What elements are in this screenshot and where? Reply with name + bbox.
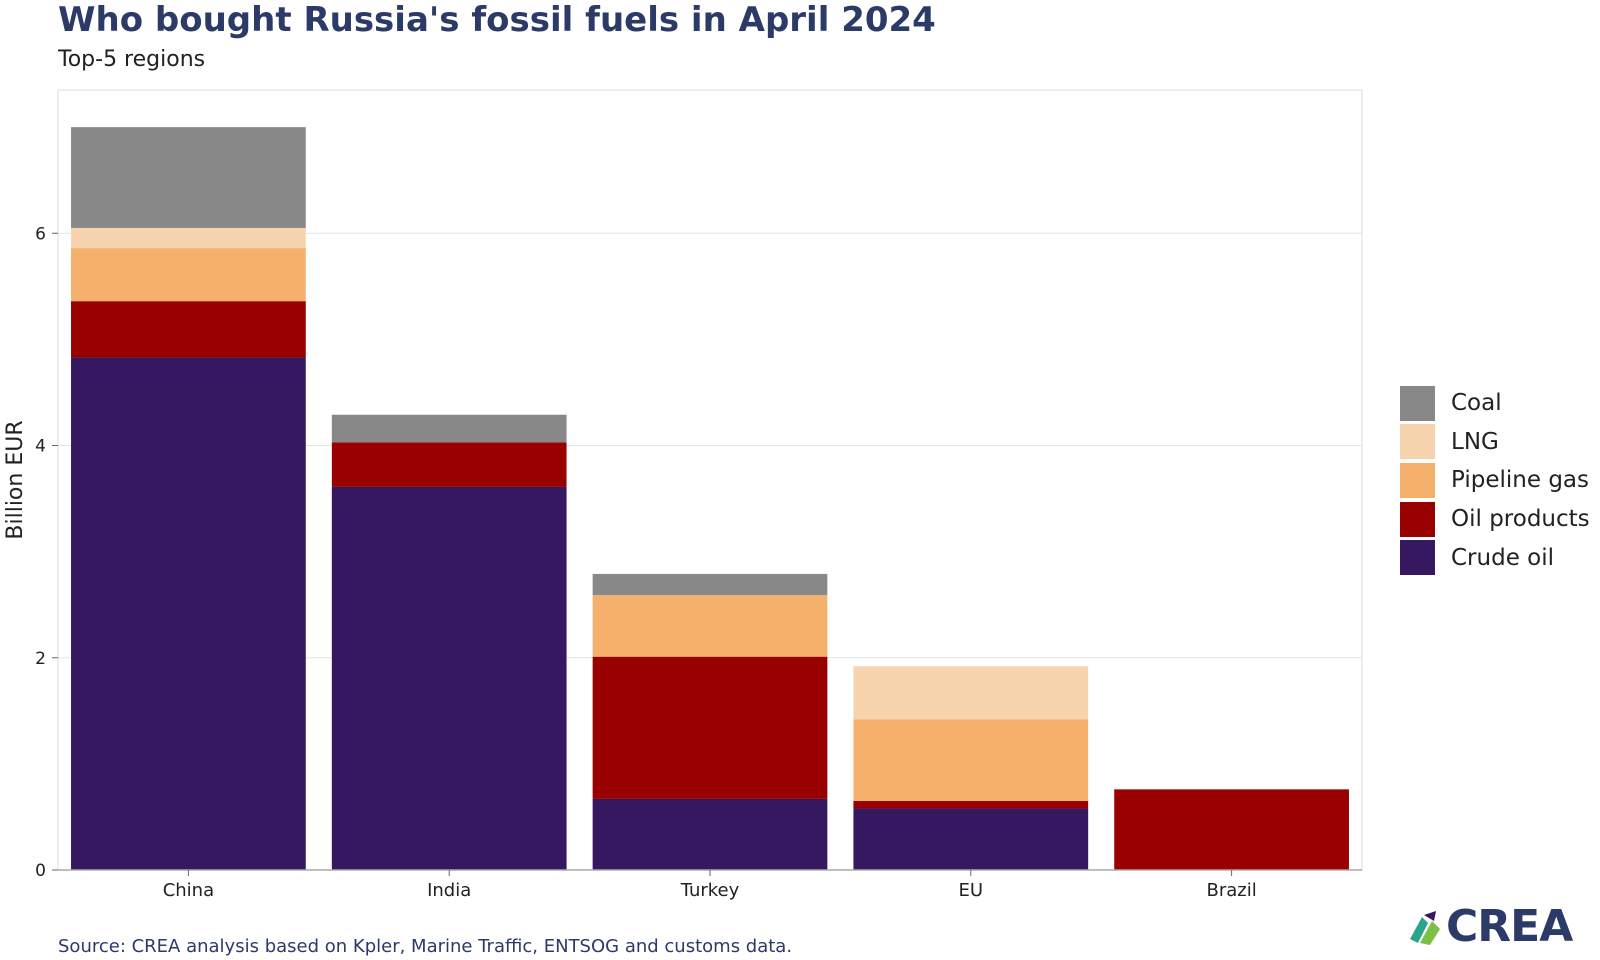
x-tick-label: China: [163, 880, 214, 901]
crea-logo: CREA: [1406, 901, 1573, 952]
chart-subtitle: Top-5 regions: [58, 47, 206, 72]
bar-segment-oil-products: [853, 801, 1089, 809]
bar-segment-crude-oil: [71, 357, 306, 870]
y-tick-label: 2: [35, 649, 46, 669]
legend-item: Coal: [1400, 384, 1590, 423]
legend-swatch: [1400, 462, 1435, 498]
bar-segment-crude-oil: [592, 798, 828, 870]
bar-segment-pipeline-gas: [853, 719, 1089, 802]
legend-item: Pipeline gas: [1400, 461, 1590, 500]
source-note: Source: CREA analysis based on Kpler, Ma…: [58, 936, 793, 957]
legend-item: Crude oil: [1400, 538, 1590, 577]
legend-label: Crude oil: [1451, 544, 1555, 571]
y-axis-label: Billion EUR: [3, 420, 28, 539]
x-tick-label: Brazil: [1206, 880, 1256, 901]
bar-segment-coal: [592, 573, 828, 596]
x-tick-label: EU: [959, 880, 984, 901]
legend-swatch: [1400, 501, 1435, 537]
legend-item: Oil products: [1400, 500, 1590, 539]
legend-label: Oil products: [1451, 506, 1590, 533]
x-tick-label: Turkey: [680, 880, 740, 901]
bar-segment-oil-products: [1114, 789, 1349, 870]
bar-segment-oil-products: [592, 656, 828, 799]
legend-swatch: [1400, 540, 1435, 576]
bar-segment-oil-products: [331, 442, 567, 487]
legend-label: LNG: [1451, 428, 1499, 455]
y-tick-label: 0: [35, 861, 46, 881]
bar-segment-coal: [331, 414, 567, 443]
x-tick-label: India: [427, 880, 471, 901]
bar-segment-lng: [71, 227, 306, 249]
bar-segment-pipeline-gas: [592, 595, 828, 657]
legend-swatch: [1400, 424, 1435, 460]
legend-label: Coal: [1451, 390, 1502, 417]
bar-segment-pipeline-gas: [71, 248, 306, 302]
y-tick-label: 4: [35, 437, 46, 457]
crea-leaf-icon: [1410, 910, 1440, 945]
bar-segment-oil-products: [71, 301, 306, 358]
chart-title: Who bought Russia's fossil fuels in Apri…: [58, 0, 936, 40]
legend: Coal LNG Pipeline gas Oil products Crude oil: [1400, 384, 1590, 577]
bar-segment-crude-oil: [331, 486, 567, 870]
legend-swatch: [1400, 385, 1435, 421]
legend-item: LNG: [1400, 423, 1590, 462]
bar-segment-coal: [71, 127, 306, 228]
legend-label: Pipeline gas: [1451, 467, 1589, 494]
bar-stacks: [71, 127, 1349, 870]
axes: 0 2 4 6 China India Turkey EU Brazil: [35, 224, 1362, 901]
y-tick-label: 6: [35, 224, 46, 244]
bar-segment-crude-oil: [853, 808, 1089, 870]
logo-text: CREA: [1446, 901, 1573, 952]
bar-segment-lng: [853, 666, 1089, 720]
